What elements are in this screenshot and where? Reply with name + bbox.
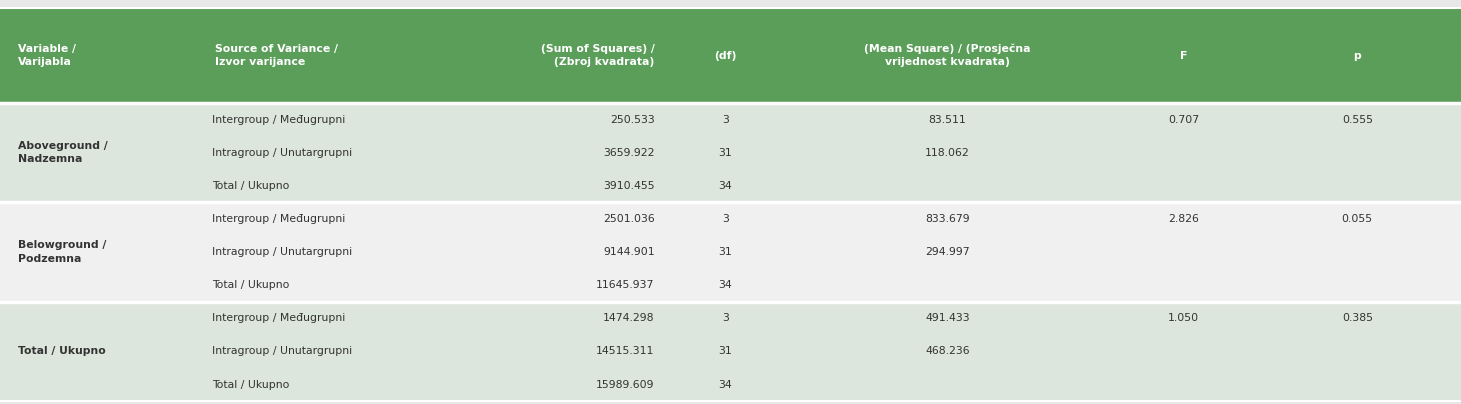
Text: (df): (df) bbox=[714, 50, 736, 61]
Text: Source of Variance /
Izvor varijance: Source of Variance / Izvor varijance bbox=[215, 44, 337, 67]
Text: F: F bbox=[1179, 50, 1188, 61]
Bar bbox=[0, 302, 1461, 401]
Text: (Mean Square) / (Prosječna
vrijednost kvadrata): (Mean Square) / (Prosječna vrijednost kv… bbox=[865, 44, 1030, 67]
Text: 11645.937: 11645.937 bbox=[596, 280, 655, 290]
Text: (Sum of Squares) /
(Zbroj kvadrata): (Sum of Squares) / (Zbroj kvadrata) bbox=[541, 44, 655, 67]
Text: 3: 3 bbox=[722, 214, 729, 224]
Text: 31: 31 bbox=[719, 247, 732, 257]
Text: Intergroup / Međugrupni: Intergroup / Međugrupni bbox=[212, 314, 345, 323]
Text: 833.679: 833.679 bbox=[925, 214, 970, 224]
Text: 3: 3 bbox=[722, 314, 729, 323]
Text: 0.707: 0.707 bbox=[1167, 115, 1199, 124]
Text: 3659.922: 3659.922 bbox=[603, 148, 655, 158]
Text: Total / Ukupno: Total / Ukupno bbox=[18, 347, 105, 356]
Text: Intragroup / Unutargrupni: Intragroup / Unutargrupni bbox=[212, 247, 352, 257]
Text: 34: 34 bbox=[719, 181, 732, 191]
Text: 491.433: 491.433 bbox=[925, 314, 970, 323]
Text: Total / Ukupno: Total / Ukupno bbox=[212, 380, 289, 389]
Text: 294.997: 294.997 bbox=[925, 247, 970, 257]
Text: 1.050: 1.050 bbox=[1167, 314, 1199, 323]
Text: 2501.036: 2501.036 bbox=[603, 214, 655, 224]
Text: 1474.298: 1474.298 bbox=[603, 314, 655, 323]
Text: 9144.901: 9144.901 bbox=[603, 247, 655, 257]
Text: Variable /
Varijabla: Variable / Varijabla bbox=[18, 44, 76, 67]
Text: 3910.455: 3910.455 bbox=[603, 181, 655, 191]
Text: Intergroup / Međugrupni: Intergroup / Međugrupni bbox=[212, 115, 345, 124]
Text: 3: 3 bbox=[722, 115, 729, 124]
Text: 2.826: 2.826 bbox=[1167, 214, 1199, 224]
Bar bbox=[0, 202, 1461, 302]
Text: 0.055: 0.055 bbox=[1341, 214, 1373, 224]
Text: Intragroup / Unutargrupni: Intragroup / Unutargrupni bbox=[212, 148, 352, 158]
Text: Belowground /
Podzemna: Belowground / Podzemna bbox=[18, 240, 105, 264]
Text: 34: 34 bbox=[719, 280, 732, 290]
Text: Total / Ukupno: Total / Ukupno bbox=[212, 181, 289, 191]
Text: 83.511: 83.511 bbox=[929, 115, 966, 124]
Text: 31: 31 bbox=[719, 148, 732, 158]
Text: 0.385: 0.385 bbox=[1341, 314, 1373, 323]
Bar bbox=[0, 8, 1461, 103]
Text: 250.533: 250.533 bbox=[609, 115, 655, 124]
Text: 118.062: 118.062 bbox=[925, 148, 970, 158]
Text: 31: 31 bbox=[719, 347, 732, 356]
Text: 468.236: 468.236 bbox=[925, 347, 970, 356]
Text: Intragroup / Unutargrupni: Intragroup / Unutargrupni bbox=[212, 347, 352, 356]
Text: Aboveground /
Nadzemna: Aboveground / Nadzemna bbox=[18, 141, 107, 164]
Text: 34: 34 bbox=[719, 380, 732, 389]
Text: 15989.609: 15989.609 bbox=[596, 380, 655, 389]
Text: Total / Ukupno: Total / Ukupno bbox=[212, 280, 289, 290]
Text: 14515.311: 14515.311 bbox=[596, 347, 655, 356]
Text: p: p bbox=[1353, 50, 1362, 61]
Text: Intergroup / Međugrupni: Intergroup / Međugrupni bbox=[212, 214, 345, 224]
Bar bbox=[0, 103, 1461, 202]
Text: 0.555: 0.555 bbox=[1341, 115, 1373, 124]
